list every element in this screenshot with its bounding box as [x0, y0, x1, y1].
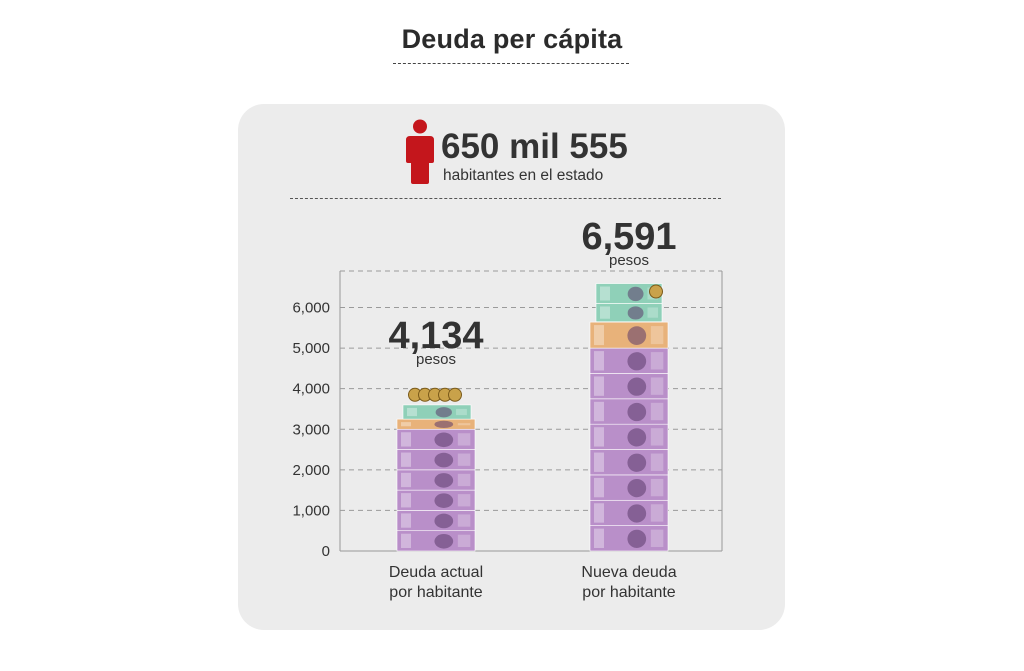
y-tick-label: 4,000 [292, 381, 330, 398]
y-tick-label: 0 [322, 543, 330, 560]
banknote-1000 [589, 423, 669, 450]
y-tick-label: 3,000 [292, 421, 330, 438]
banknote-200 [595, 303, 663, 323]
person-icon [406, 119, 434, 184]
bar-value-label: 6,591 [581, 215, 677, 258]
banknote-1000 [396, 489, 476, 511]
banknote-1000 [589, 449, 669, 476]
coin-icon [448, 387, 462, 402]
chart-card [238, 104, 785, 630]
banknote-1000 [589, 373, 669, 400]
card-divider [290, 198, 721, 199]
y-tick-label: 1,000 [292, 502, 330, 519]
banknote-1000 [589, 347, 669, 374]
category-label: Nueva deuda por habitante [581, 564, 677, 601]
banknote-1000 [396, 428, 476, 450]
banknote-1000 [589, 398, 669, 425]
banknote-1000 [589, 525, 669, 552]
bar-value-label: 4,134 [388, 315, 484, 358]
banknote-1000 [396, 449, 476, 471]
banknote-200 [402, 404, 472, 420]
category-label: Deuda actual por habitante [388, 564, 484, 601]
y-tick-label: 2,000 [292, 462, 330, 479]
banknote-500 [396, 418, 476, 430]
population-label: habitantes en el estado [443, 167, 604, 184]
coin-icon [649, 284, 663, 299]
page-title: Deuda per cápita [401, 24, 623, 54]
banknote-500 [589, 321, 669, 349]
title-divider [393, 63, 629, 64]
y-tick-label: 5,000 [292, 340, 330, 357]
banknote-1000 [396, 530, 476, 552]
population-value: 650 mil 555 [441, 127, 628, 166]
banknote-1000 [396, 510, 476, 532]
banknote-1000 [396, 469, 476, 491]
banknote-1000 [589, 474, 669, 501]
bar-unit-label: pesos [415, 351, 457, 369]
banknote-1000 [589, 499, 669, 526]
y-tick-label: 6,000 [292, 300, 330, 317]
bar-unit-label: pesos [608, 251, 650, 269]
